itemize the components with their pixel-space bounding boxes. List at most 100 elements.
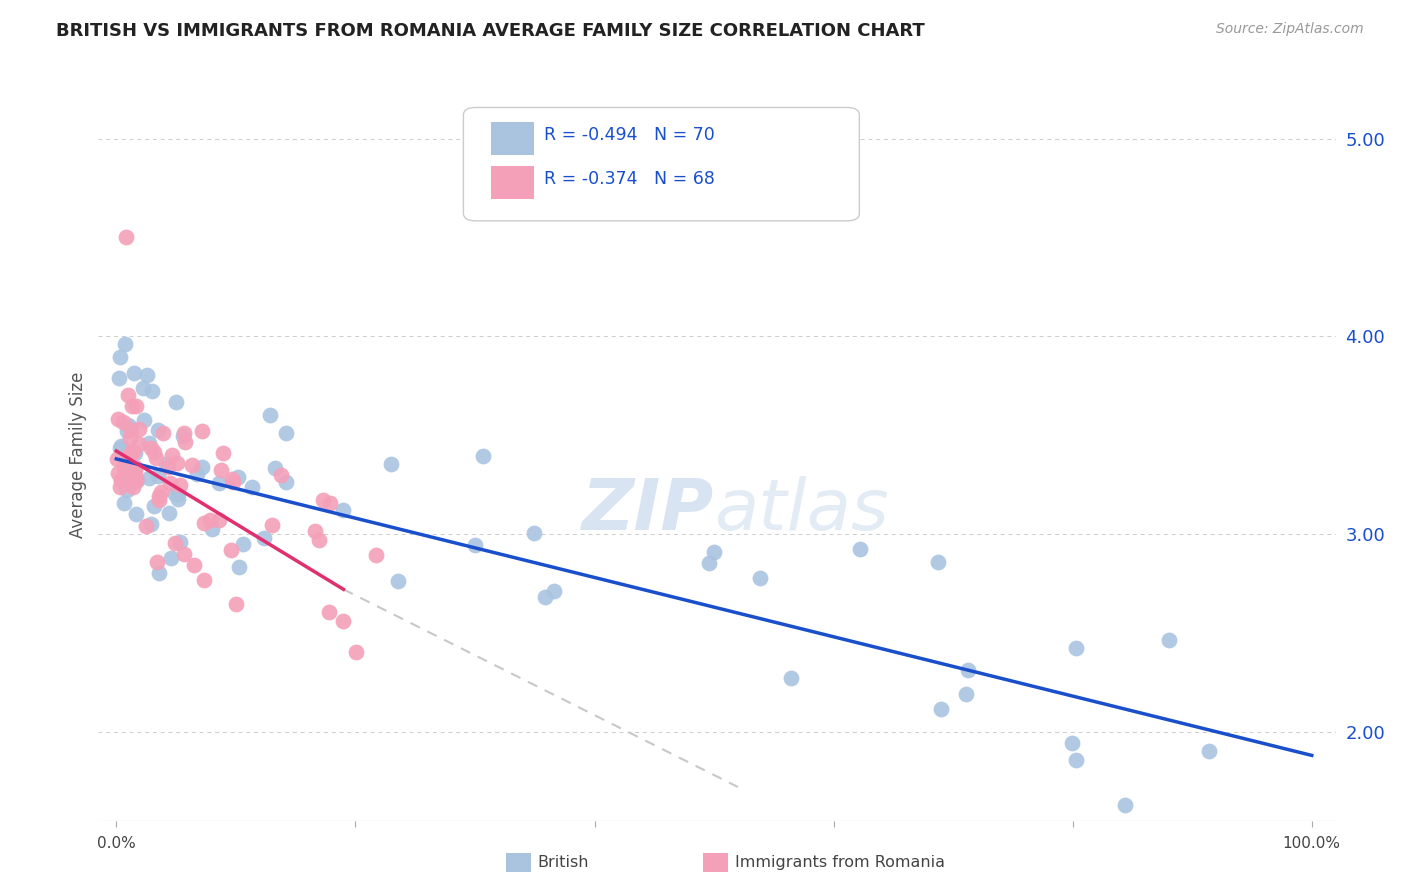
Point: [152, 425, 174, 440]
Point: [121, 399, 143, 413]
Point: [332, 614, 354, 628]
Point: [143, 499, 166, 513]
Point: [157, 506, 180, 520]
Point: [124, 446, 146, 460]
Point: [472, 449, 495, 463]
Point: [848, 541, 870, 556]
Point: [172, 428, 194, 442]
Point: [125, 507, 148, 521]
Point: [225, 597, 247, 611]
Point: [156, 459, 179, 474]
Point: [344, 645, 367, 659]
Point: [364, 549, 387, 563]
Text: 0.0%: 0.0%: [97, 837, 136, 852]
Point: [148, 566, 170, 581]
Point: [114, 496, 136, 510]
Point: [212, 446, 235, 460]
Point: [139, 517, 162, 532]
Point: [117, 388, 139, 402]
Point: [136, 368, 159, 383]
Point: [702, 545, 724, 559]
Point: [110, 473, 132, 487]
Point: [533, 590, 555, 604]
Point: [318, 605, 340, 619]
Point: [198, 513, 221, 527]
Point: [697, 556, 720, 570]
Point: [1064, 753, 1087, 767]
Point: [304, 524, 326, 538]
Point: [1114, 797, 1136, 812]
Point: [155, 457, 177, 471]
Point: [169, 478, 191, 492]
Point: [128, 437, 150, 451]
Point: [276, 426, 298, 441]
Text: R = -0.494   N = 70: R = -0.494 N = 70: [544, 127, 714, 145]
Point: [120, 423, 142, 437]
Point: [115, 230, 138, 244]
Point: [135, 518, 157, 533]
Point: [186, 467, 208, 482]
Point: [201, 522, 224, 536]
Point: [523, 526, 546, 541]
Point: [110, 439, 132, 453]
Point: [955, 687, 977, 701]
Point: [173, 425, 195, 440]
Text: British: British: [537, 855, 589, 870]
Point: [122, 445, 145, 459]
Point: [749, 571, 772, 585]
Point: [141, 384, 163, 398]
Point: [183, 558, 205, 573]
Point: [173, 434, 195, 449]
Point: [927, 555, 949, 569]
Point: [1064, 640, 1087, 655]
Point: [1157, 633, 1180, 648]
Point: [150, 484, 173, 499]
Text: Immigrants from Romania: Immigrants from Romania: [735, 855, 945, 870]
Point: [146, 555, 169, 569]
Point: [115, 424, 138, 438]
Point: [143, 444, 166, 458]
Y-axis label: Average Family Size: Average Family Size: [69, 372, 87, 538]
Text: atlas: atlas: [714, 475, 889, 545]
Text: Source: ZipAtlas.com: Source: ZipAtlas.com: [1216, 22, 1364, 37]
Point: [107, 411, 129, 425]
Point: [208, 476, 231, 491]
Point: [146, 468, 169, 483]
Point: [166, 456, 188, 470]
Point: [312, 492, 335, 507]
Point: [193, 573, 215, 587]
Point: [124, 463, 146, 477]
Point: [115, 455, 138, 469]
Point: [308, 533, 330, 547]
Point: [132, 381, 155, 395]
Text: R = -0.374   N = 68: R = -0.374 N = 68: [544, 170, 714, 188]
Point: [146, 423, 169, 437]
Point: [114, 453, 136, 467]
Point: [108, 351, 131, 365]
Point: [167, 492, 190, 507]
Point: [173, 547, 195, 561]
Point: [780, 671, 803, 685]
Point: [191, 459, 214, 474]
Point: [387, 574, 409, 589]
Point: [112, 459, 135, 474]
Point: [120, 444, 142, 458]
Point: [259, 408, 281, 422]
Point: [122, 467, 145, 481]
Point: [263, 461, 285, 475]
Point: [122, 367, 145, 381]
Point: [148, 489, 170, 503]
Point: [138, 435, 160, 450]
Point: [226, 470, 249, 484]
Point: [270, 468, 292, 483]
Point: [181, 458, 204, 472]
Point: [134, 413, 156, 427]
Point: [380, 457, 402, 471]
Point: [253, 531, 276, 545]
Point: [274, 475, 297, 489]
Text: BRITISH VS IMMIGRANTS FROM ROMANIA AVERAGE FAMILY SIZE CORRELATION CHART: BRITISH VS IMMIGRANTS FROM ROMANIA AVERA…: [56, 22, 925, 40]
Text: ZIP: ZIP: [582, 475, 714, 545]
Point: [956, 663, 979, 677]
Point: [148, 492, 170, 507]
Point: [240, 480, 263, 494]
